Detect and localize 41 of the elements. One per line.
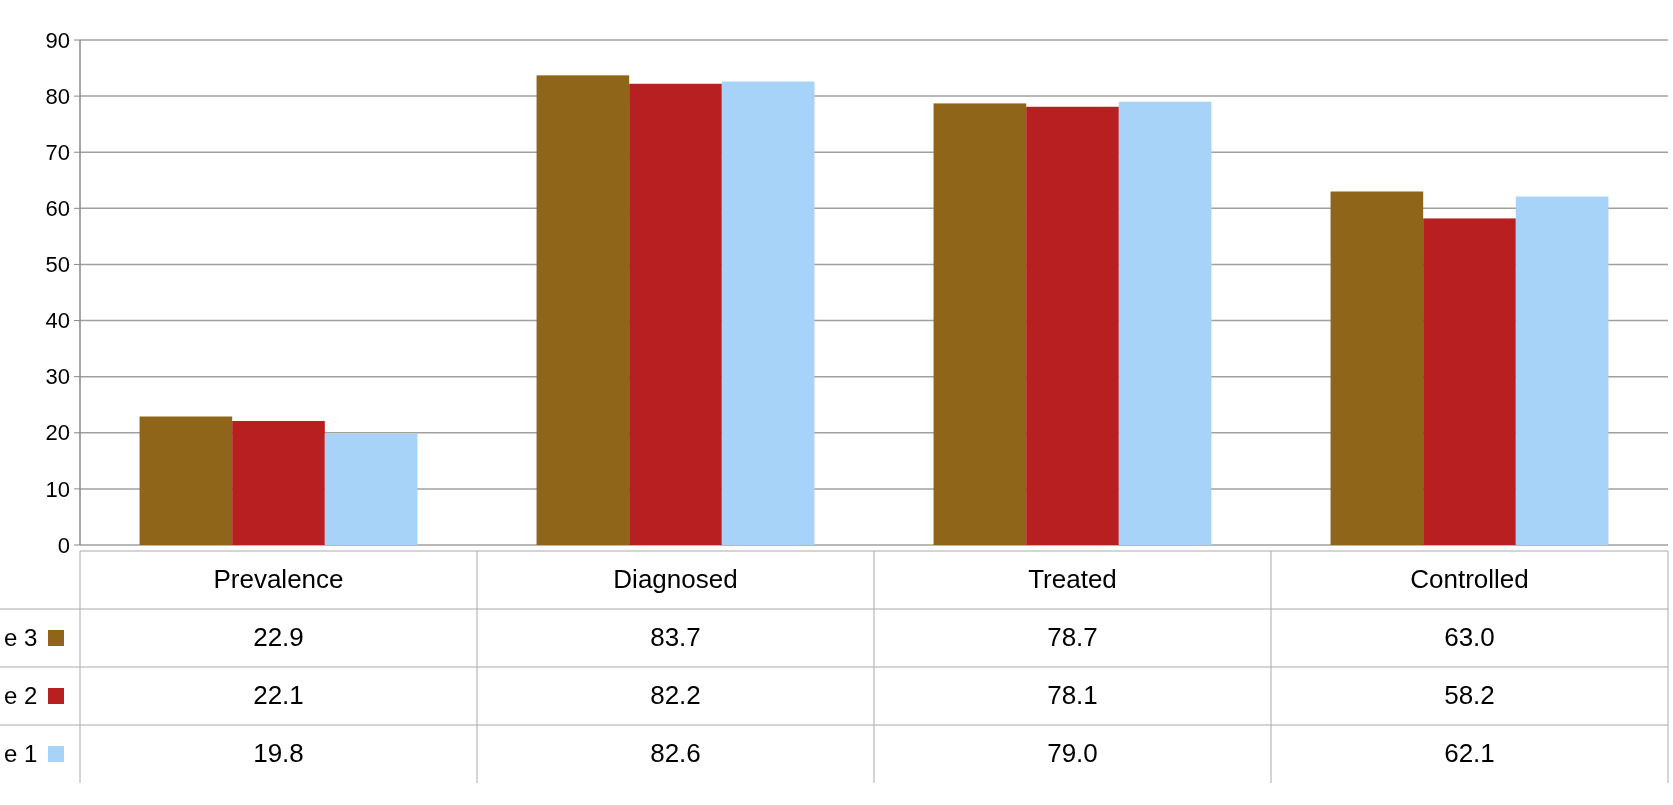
y-tick-label: 40	[45, 308, 70, 334]
bar	[1118, 101, 1212, 545]
data-label: 58.2	[1444, 680, 1495, 710]
y-tick-label: 70	[45, 139, 70, 165]
bar	[933, 103, 1027, 545]
y-tick-label: 60	[45, 196, 70, 222]
bar	[1330, 191, 1424, 545]
data-label: 78.7	[1047, 622, 1098, 652]
y-tick-label: 80	[45, 83, 70, 109]
data-label: 83.7	[650, 622, 701, 652]
data-label: 63.0	[1444, 622, 1495, 652]
bar	[1423, 218, 1516, 545]
data-label: 82.6	[650, 738, 701, 768]
data-label: 19.8	[253, 738, 304, 768]
y-tick-label: 0	[57, 532, 70, 558]
data-label: 78.1	[1047, 680, 1098, 710]
legend-label: e 2	[4, 682, 38, 709]
legend-label: e 1	[4, 740, 38, 767]
data-label: 79.0	[1047, 738, 1098, 768]
bar	[536, 75, 630, 545]
y-tick-label: 10	[45, 476, 70, 502]
x-tick-label: Diagnosed	[613, 564, 738, 594]
bar	[232, 420, 325, 545]
bar	[721, 81, 815, 545]
data-label: 22.1	[253, 680, 304, 710]
data-label: 82.2	[650, 680, 701, 710]
x-tick-label: Prevalence	[213, 564, 344, 594]
y-tick-label: 50	[45, 252, 70, 278]
bar	[1515, 196, 1609, 545]
y-tick-label: 20	[45, 420, 70, 446]
bar	[139, 416, 233, 545]
y-tick-label: 90	[45, 27, 70, 53]
bar	[629, 83, 722, 545]
x-tick-label: Controlled	[1410, 564, 1529, 594]
data-label: 22.9	[253, 622, 304, 652]
data-label: 62.1	[1444, 738, 1495, 768]
bar	[1026, 106, 1119, 545]
x-tick-label: Treated	[1028, 564, 1117, 594]
y-tick-label: 30	[45, 364, 70, 390]
legend-label: e 3	[4, 624, 38, 651]
bar	[324, 433, 418, 545]
